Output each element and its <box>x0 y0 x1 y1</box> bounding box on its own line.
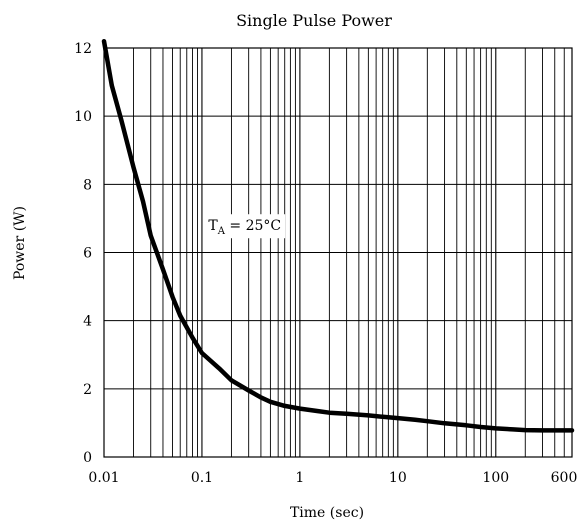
y-axis-label: Power (W) <box>12 206 28 280</box>
y-tick-label: 2 <box>83 382 92 398</box>
plot-area-frame <box>103 47 573 458</box>
grid <box>104 48 572 457</box>
power-curve-line <box>101 38 575 433</box>
y-tick-label: 10 <box>74 109 92 125</box>
data-marks <box>101 38 575 433</box>
ambient-temp-annotation: TA = 25°C <box>204 214 286 239</box>
x-tick-label: 0.01 <box>88 470 119 486</box>
tick-labels: 0 2 4 6 8 10 12 0.01 0.1 1 10 100 600 <box>74 41 577 486</box>
annotation-subscript: A <box>217 226 226 237</box>
x-tick-label: 600 <box>551 470 578 486</box>
y-tick-label: 0 <box>83 450 92 466</box>
chart-title: Single Pulse Power <box>236 11 392 30</box>
annotation-value: = 25°C <box>225 218 281 234</box>
y-tick-label: 8 <box>83 177 92 193</box>
y-tick-label: 12 <box>74 41 92 57</box>
annotation-symbol: T <box>208 218 218 234</box>
x-axis-label: Time (sec) <box>290 505 364 521</box>
x-tick-label: 1 <box>295 470 304 486</box>
annotation-text: TA = 25°C <box>208 218 281 237</box>
annotation-background <box>204 214 286 239</box>
x-tick-label: 0.1 <box>191 470 213 486</box>
y-tick-label: 6 <box>83 246 92 262</box>
x-tick-label: 10 <box>389 470 407 486</box>
y-tick-label: 4 <box>83 314 92 330</box>
x-tick-label: 100 <box>482 470 509 486</box>
